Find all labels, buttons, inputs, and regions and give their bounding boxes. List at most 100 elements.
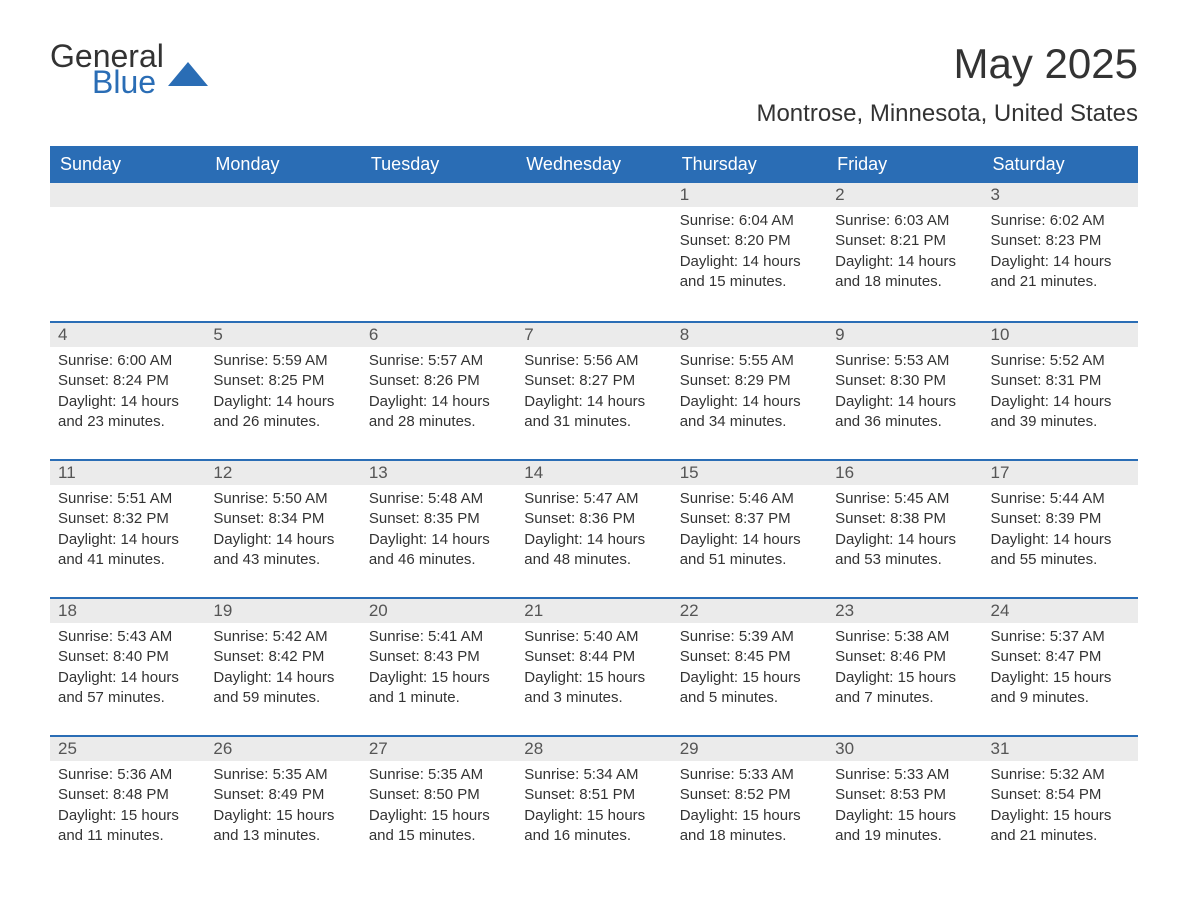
calendar-day-cell: 12Sunrise: 5:50 AMSunset: 8:34 PMDayligh… xyxy=(205,459,360,597)
daylight-line: Daylight: 14 hours and 53 minutes. xyxy=(835,530,974,571)
calendar-day-cell: 23Sunrise: 5:38 AMSunset: 8:46 PMDayligh… xyxy=(827,597,982,735)
calendar-week-row: 25Sunrise: 5:36 AMSunset: 8:48 PMDayligh… xyxy=(50,735,1138,873)
day-content: Sunrise: 5:36 AMSunset: 8:48 PMDaylight:… xyxy=(50,761,205,854)
day-content: Sunrise: 5:51 AMSunset: 8:32 PMDaylight:… xyxy=(50,485,205,578)
sunrise-line: Sunrise: 5:47 AM xyxy=(524,489,663,509)
day-content: Sunrise: 5:33 AMSunset: 8:52 PMDaylight:… xyxy=(672,761,827,854)
day-number: 23 xyxy=(827,597,982,623)
header: General Blue May 2025 Montrose, Minnesot… xyxy=(50,40,1138,138)
day-content: Sunrise: 6:04 AMSunset: 8:20 PMDaylight:… xyxy=(672,207,827,300)
daylight-line: Daylight: 14 hours and 59 minutes. xyxy=(213,668,352,709)
sunrise-line: Sunrise: 5:33 AM xyxy=(680,765,819,785)
daylight-line: Daylight: 15 hours and 11 minutes. xyxy=(58,806,197,847)
calendar-day-cell: 21Sunrise: 5:40 AMSunset: 8:44 PMDayligh… xyxy=(516,597,671,735)
day-number: 20 xyxy=(361,597,516,623)
sunrise-line: Sunrise: 5:59 AM xyxy=(213,351,352,371)
sunrise-line: Sunrise: 5:48 AM xyxy=(369,489,508,509)
calendar-day-cell xyxy=(50,183,205,321)
sunrise-line: Sunrise: 5:35 AM xyxy=(369,765,508,785)
day-number: 14 xyxy=(516,459,671,485)
day-content: Sunrise: 5:44 AMSunset: 8:39 PMDaylight:… xyxy=(983,485,1138,578)
day-content: Sunrise: 5:50 AMSunset: 8:34 PMDaylight:… xyxy=(205,485,360,578)
calendar-day-cell: 20Sunrise: 5:41 AMSunset: 8:43 PMDayligh… xyxy=(361,597,516,735)
day-number: 13 xyxy=(361,459,516,485)
daylight-line: Daylight: 14 hours and 15 minutes. xyxy=(680,252,819,293)
calendar-week-row: 1Sunrise: 6:04 AMSunset: 8:20 PMDaylight… xyxy=(50,183,1138,321)
calendar-day-cell: 8Sunrise: 5:55 AMSunset: 8:29 PMDaylight… xyxy=(672,321,827,459)
day-number: 22 xyxy=(672,597,827,623)
daylight-line: Daylight: 14 hours and 43 minutes. xyxy=(213,530,352,571)
daylight-line: Daylight: 14 hours and 48 minutes. xyxy=(524,530,663,571)
day-content: Sunrise: 5:38 AMSunset: 8:46 PMDaylight:… xyxy=(827,623,982,716)
day-number: 1 xyxy=(672,183,827,207)
daylight-line: Daylight: 15 hours and 21 minutes. xyxy=(991,806,1130,847)
sunset-line: Sunset: 8:24 PM xyxy=(58,371,197,391)
sunset-line: Sunset: 8:51 PM xyxy=(524,785,663,805)
day-number: 21 xyxy=(516,597,671,623)
logo-triangle-icon xyxy=(168,58,208,86)
calendar-day-cell xyxy=(516,183,671,321)
sunrise-line: Sunrise: 5:45 AM xyxy=(835,489,974,509)
day-number: 12 xyxy=(205,459,360,485)
daylight-line: Daylight: 15 hours and 9 minutes. xyxy=(991,668,1130,709)
daylight-line: Daylight: 15 hours and 18 minutes. xyxy=(680,806,819,847)
sunset-line: Sunset: 8:32 PM xyxy=(58,509,197,529)
day-number: 15 xyxy=(672,459,827,485)
daylight-line: Daylight: 14 hours and 21 minutes. xyxy=(991,252,1130,293)
calendar-day-cell: 29Sunrise: 5:33 AMSunset: 8:52 PMDayligh… xyxy=(672,735,827,873)
day-number: 28 xyxy=(516,735,671,761)
calendar-day-cell: 24Sunrise: 5:37 AMSunset: 8:47 PMDayligh… xyxy=(983,597,1138,735)
sunset-line: Sunset: 8:53 PM xyxy=(835,785,974,805)
day-number: 18 xyxy=(50,597,205,623)
weekday-header: Tuesday xyxy=(361,146,516,183)
calendar-week-row: 18Sunrise: 5:43 AMSunset: 8:40 PMDayligh… xyxy=(50,597,1138,735)
weekday-header: Thursday xyxy=(672,146,827,183)
sunrise-line: Sunrise: 5:46 AM xyxy=(680,489,819,509)
sunrise-line: Sunrise: 5:38 AM xyxy=(835,627,974,647)
sunset-line: Sunset: 8:23 PM xyxy=(991,231,1130,251)
sunrise-line: Sunrise: 5:51 AM xyxy=(58,489,197,509)
sunset-line: Sunset: 8:42 PM xyxy=(213,647,352,667)
calendar-day-cell: 18Sunrise: 5:43 AMSunset: 8:40 PMDayligh… xyxy=(50,597,205,735)
sunrise-line: Sunrise: 5:32 AM xyxy=(991,765,1130,785)
sunrise-line: Sunrise: 5:42 AM xyxy=(213,627,352,647)
calendar-day-cell: 22Sunrise: 5:39 AMSunset: 8:45 PMDayligh… xyxy=(672,597,827,735)
day-number xyxy=(50,183,205,207)
title-block: May 2025 Montrose, Minnesota, United Sta… xyxy=(756,40,1138,138)
sunrise-line: Sunrise: 5:55 AM xyxy=(680,351,819,371)
daylight-line: Daylight: 15 hours and 1 minute. xyxy=(369,668,508,709)
day-number: 4 xyxy=(50,321,205,347)
daylight-line: Daylight: 15 hours and 15 minutes. xyxy=(369,806,508,847)
sunrise-line: Sunrise: 5:57 AM xyxy=(369,351,508,371)
calendar-day-cell: 7Sunrise: 5:56 AMSunset: 8:27 PMDaylight… xyxy=(516,321,671,459)
calendar-day-cell: 2Sunrise: 6:03 AMSunset: 8:21 PMDaylight… xyxy=(827,183,982,321)
weekday-header: Friday xyxy=(827,146,982,183)
day-number: 25 xyxy=(50,735,205,761)
day-number: 17 xyxy=(983,459,1138,485)
sunset-line: Sunset: 8:40 PM xyxy=(58,647,197,667)
sunrise-line: Sunrise: 6:02 AM xyxy=(991,211,1130,231)
calendar-body: 1Sunrise: 6:04 AMSunset: 8:20 PMDaylight… xyxy=(50,183,1138,873)
day-number: 10 xyxy=(983,321,1138,347)
day-number: 31 xyxy=(983,735,1138,761)
day-number: 7 xyxy=(516,321,671,347)
calendar-day-cell: 28Sunrise: 5:34 AMSunset: 8:51 PMDayligh… xyxy=(516,735,671,873)
weekday-header-row: SundayMondayTuesdayWednesdayThursdayFrid… xyxy=(50,146,1138,183)
calendar-day-cell: 26Sunrise: 5:35 AMSunset: 8:49 PMDayligh… xyxy=(205,735,360,873)
daylight-line: Daylight: 14 hours and 55 minutes. xyxy=(991,530,1130,571)
sunset-line: Sunset: 8:45 PM xyxy=(680,647,819,667)
daylight-line: Daylight: 15 hours and 7 minutes. xyxy=(835,668,974,709)
sunrise-line: Sunrise: 5:36 AM xyxy=(58,765,197,785)
daylight-line: Daylight: 14 hours and 51 minutes. xyxy=(680,530,819,571)
calendar-table: SundayMondayTuesdayWednesdayThursdayFrid… xyxy=(50,146,1138,873)
day-number: 16 xyxy=(827,459,982,485)
calendar-day-cell: 5Sunrise: 5:59 AMSunset: 8:25 PMDaylight… xyxy=(205,321,360,459)
day-number: 11 xyxy=(50,459,205,485)
sunset-line: Sunset: 8:20 PM xyxy=(680,231,819,251)
day-content: Sunrise: 5:43 AMSunset: 8:40 PMDaylight:… xyxy=(50,623,205,716)
sunrise-line: Sunrise: 5:34 AM xyxy=(524,765,663,785)
calendar-day-cell: 30Sunrise: 5:33 AMSunset: 8:53 PMDayligh… xyxy=(827,735,982,873)
day-content: Sunrise: 5:45 AMSunset: 8:38 PMDaylight:… xyxy=(827,485,982,578)
daylight-line: Daylight: 14 hours and 46 minutes. xyxy=(369,530,508,571)
sunset-line: Sunset: 8:49 PM xyxy=(213,785,352,805)
